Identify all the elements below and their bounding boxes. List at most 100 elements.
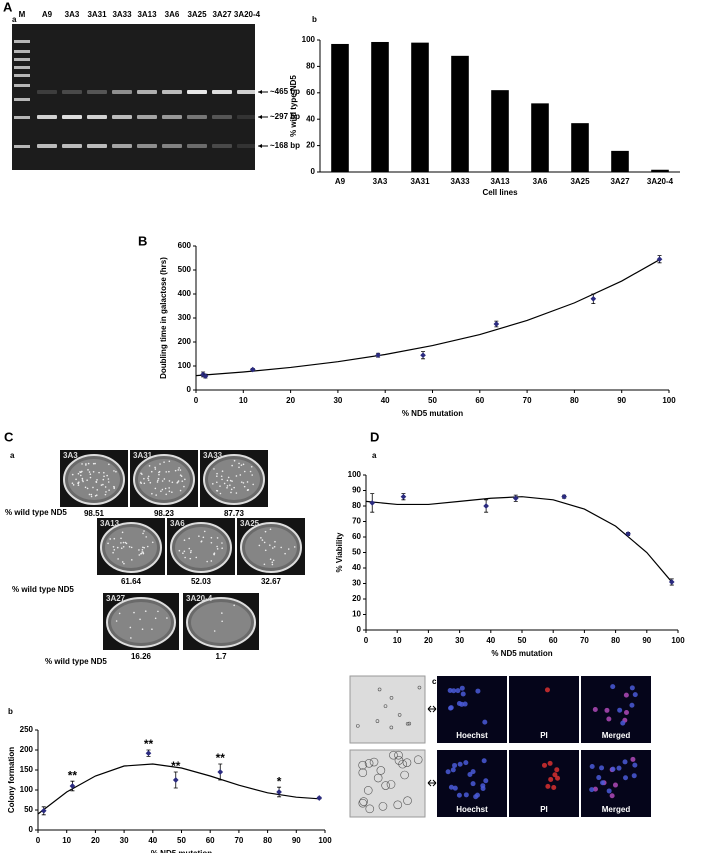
- colony: [96, 489, 99, 491]
- colony: [250, 465, 253, 468]
- y-tick-label: 20: [352, 594, 361, 603]
- colony: [210, 541, 213, 544]
- colony: [146, 545, 149, 548]
- gel-band: [187, 144, 207, 148]
- point: [40, 807, 47, 814]
- x-tick-label: 100: [662, 396, 676, 405]
- nucleus: [589, 764, 595, 770]
- colony: [90, 495, 93, 498]
- colony: [180, 475, 183, 477]
- nucleus: [547, 760, 553, 766]
- x-tick-label: 60: [206, 836, 215, 845]
- colony: [233, 459, 236, 462]
- colony: [141, 548, 144, 551]
- colony: [112, 545, 115, 548]
- colony: [272, 547, 274, 549]
- colony: [143, 546, 146, 549]
- colony: [240, 464, 243, 466]
- y-tick-label: 400: [178, 289, 192, 298]
- x-tick-label: 60: [475, 396, 484, 405]
- band-label: ~465 bp: [270, 87, 300, 96]
- y-axis-label: % Viability: [335, 532, 344, 572]
- plate-value: 87.73: [224, 509, 245, 518]
- lane-label: 3A20-4: [234, 10, 261, 19]
- colony: [138, 549, 140, 551]
- cell: [417, 685, 422, 690]
- colony: [143, 482, 146, 485]
- colony: [235, 475, 238, 477]
- colony: [147, 479, 150, 481]
- colony: [219, 492, 222, 495]
- cell: [365, 804, 375, 814]
- colony: [94, 462, 96, 465]
- lane-label: 3A27: [212, 10, 232, 19]
- bar: [571, 123, 589, 172]
- colony: [210, 536, 213, 539]
- nucleus: [599, 765, 605, 771]
- colony: [271, 561, 274, 563]
- nucleus: [460, 691, 466, 697]
- y-tick-label: 40: [352, 563, 361, 572]
- colony: [177, 469, 180, 471]
- colony: [157, 479, 159, 482]
- x-tick-label: 30: [120, 836, 129, 845]
- gel-band: [62, 144, 82, 148]
- cell: [378, 802, 388, 811]
- colony: [151, 628, 153, 630]
- plate-name: 3A27: [106, 594, 126, 603]
- x-tick-label: 40: [148, 836, 157, 845]
- colony: [92, 486, 94, 489]
- x-tick-label: 90: [617, 396, 626, 405]
- colony: [189, 551, 192, 554]
- significance: *: [277, 774, 282, 788]
- colony: [210, 560, 213, 562]
- colony: [226, 486, 228, 489]
- nucleus: [610, 684, 616, 690]
- nucleus: [483, 778, 489, 784]
- colony: [273, 545, 276, 548]
- colony: [229, 479, 232, 482]
- colony: [157, 477, 160, 480]
- colony: [174, 469, 177, 472]
- cell: [386, 780, 396, 789]
- y-tick-label: 0: [311, 167, 316, 176]
- plate-value: 52.03: [191, 577, 212, 586]
- lane-label: 3A6: [165, 10, 180, 19]
- colony: [260, 537, 262, 539]
- gel-band: [212, 90, 232, 94]
- colony: [147, 477, 149, 480]
- plate-value: 98.51: [84, 509, 105, 518]
- fluorescence: [509, 676, 579, 743]
- colony: [115, 620, 118, 622]
- x-tick-label: 30: [455, 636, 464, 645]
- colony: [272, 559, 275, 562]
- gel-band: [112, 115, 132, 119]
- colony: [90, 493, 93, 496]
- x-tick-label: 10: [393, 636, 402, 645]
- band-label: ~297 bp: [270, 112, 300, 121]
- colony: [102, 478, 105, 481]
- nucleus: [604, 707, 610, 713]
- colony: [221, 620, 223, 623]
- colony: [142, 532, 144, 535]
- colony: [238, 462, 240, 465]
- plate-name: 3A3: [63, 451, 78, 460]
- y-axis-label: Colony formation: [7, 747, 16, 813]
- row-label: % wild type ND5: [45, 657, 107, 666]
- x-tick-label: 3A25: [570, 177, 590, 186]
- y-tick-label: 300: [178, 313, 192, 322]
- colony: [269, 528, 272, 531]
- cell: [413, 755, 423, 765]
- colony: [84, 486, 87, 489]
- colony: [120, 542, 122, 544]
- colony: [213, 630, 216, 632]
- colony: [92, 470, 95, 473]
- colony: [211, 483, 214, 485]
- colony: [104, 486, 107, 488]
- colony: [149, 481, 152, 484]
- colony: [206, 560, 208, 563]
- nucleus: [610, 766, 616, 772]
- colony: [168, 470, 170, 473]
- plate-name: 3A31: [133, 451, 153, 460]
